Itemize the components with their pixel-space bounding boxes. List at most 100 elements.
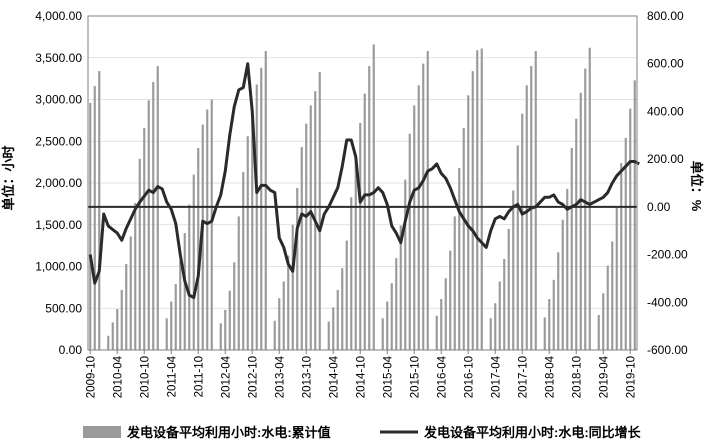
x-tick-label: 2016-04 xyxy=(436,355,448,398)
bar xyxy=(368,66,371,350)
bar xyxy=(561,219,564,350)
bar xyxy=(390,283,393,350)
bar xyxy=(570,147,573,350)
bar xyxy=(476,50,479,351)
bar xyxy=(588,47,591,350)
plot-border xyxy=(87,15,638,351)
bar xyxy=(633,80,636,351)
bar xyxy=(143,127,146,350)
bar xyxy=(408,133,411,350)
bar xyxy=(471,71,474,351)
bar xyxy=(174,284,177,350)
x-tick-label: 2013-10 xyxy=(301,356,313,398)
x-tick-label: 2009-10 xyxy=(85,356,97,398)
bar xyxy=(611,241,614,350)
bar xyxy=(372,44,375,350)
line-series xyxy=(88,62,640,300)
bar xyxy=(327,321,330,350)
bar xyxy=(210,99,213,350)
bar xyxy=(98,71,101,351)
bar xyxy=(494,303,497,350)
x-tick-label: 2011-04 xyxy=(166,355,178,397)
bar xyxy=(206,109,209,351)
bar xyxy=(152,81,155,350)
yoy-line xyxy=(88,62,640,300)
bar xyxy=(278,298,281,350)
bar xyxy=(107,335,110,350)
x-tick-label: 2018-10 xyxy=(571,356,583,398)
bar xyxy=(224,309,227,350)
bar xyxy=(156,66,159,350)
bar xyxy=(584,68,587,350)
x-tick-label: 2016-10 xyxy=(463,356,475,398)
right-axis-ticks: -600.00 -400.00 -200.00 0.00 200.00 400.00 600… xyxy=(647,9,688,357)
left-tick-label: 500.00 xyxy=(45,301,82,315)
bar xyxy=(233,262,236,350)
bar xyxy=(602,293,605,350)
left-tick-label: 1,500.00 xyxy=(35,218,82,232)
bar xyxy=(399,225,402,350)
bar xyxy=(264,51,267,350)
bar xyxy=(615,208,618,350)
x-axis-ticks: 2009-10 2010-04 2010-10 2011-04 2011-10 2012-… xyxy=(85,350,637,398)
bar xyxy=(251,107,254,350)
bar xyxy=(255,84,258,350)
bar xyxy=(552,279,555,350)
x-tick-label: 2017-10 xyxy=(517,356,529,398)
bar xyxy=(480,48,483,350)
right-tick-label: 400.00 xyxy=(647,104,684,118)
bar xyxy=(260,67,263,351)
x-tick-label: 2012-10 xyxy=(247,356,259,398)
bar xyxy=(219,323,222,350)
bar xyxy=(309,105,312,350)
bar xyxy=(188,204,191,350)
bar xyxy=(192,174,195,350)
bar xyxy=(120,289,123,350)
x-tick-label: 2019-10 xyxy=(625,356,637,398)
x-tick-label: 2017-04 xyxy=(490,355,502,398)
bar xyxy=(345,240,348,350)
x-tick-label: 2015-10 xyxy=(409,356,421,398)
bar xyxy=(575,118,578,350)
bar xyxy=(440,299,443,350)
bar xyxy=(453,216,456,350)
bar xyxy=(417,85,420,351)
x-tick-label: 2015-04 xyxy=(382,355,394,398)
x-tick-label: 2011-10 xyxy=(193,356,205,397)
bar xyxy=(89,102,92,350)
bar xyxy=(413,105,416,350)
bar xyxy=(543,317,546,350)
bar xyxy=(350,197,353,350)
bar xyxy=(273,320,276,350)
bar xyxy=(179,260,182,350)
x-tick-label: 2014-10 xyxy=(355,356,367,398)
bar xyxy=(336,289,339,350)
left-tick-label: 1,000.00 xyxy=(35,260,82,274)
bar xyxy=(332,307,335,350)
right-tick-label: 800.00 xyxy=(647,9,684,23)
bar xyxy=(246,136,249,350)
right-tick-label: 200.00 xyxy=(647,152,684,166)
bar xyxy=(138,158,141,350)
left-tick-label: 2,000.00 xyxy=(35,176,82,190)
bar xyxy=(93,86,96,350)
x-tick-label: 2012-04 xyxy=(220,355,232,398)
legend-bar-label: 发电设备平均利用小时:水电:累计值 xyxy=(126,425,331,440)
left-axis-title: 单位：小时 xyxy=(1,145,16,210)
left-tick-label: 0.00 xyxy=(59,343,83,357)
bar xyxy=(282,281,285,350)
left-tick-label: 4,000.00 xyxy=(35,9,82,23)
bar xyxy=(462,127,465,350)
bar xyxy=(129,236,132,350)
bar xyxy=(534,51,537,350)
bar xyxy=(147,100,150,351)
right-axis-title: 单位：% xyxy=(689,161,704,212)
bar xyxy=(318,71,321,350)
left-tick-label: 2,500.00 xyxy=(35,134,82,148)
bar xyxy=(125,263,128,350)
bar xyxy=(516,145,519,350)
bar xyxy=(503,258,506,350)
bar xyxy=(228,290,231,350)
bar xyxy=(381,318,384,350)
legend-line-label: 发电设备平均利用小时:水电:同比增长 xyxy=(423,425,642,440)
